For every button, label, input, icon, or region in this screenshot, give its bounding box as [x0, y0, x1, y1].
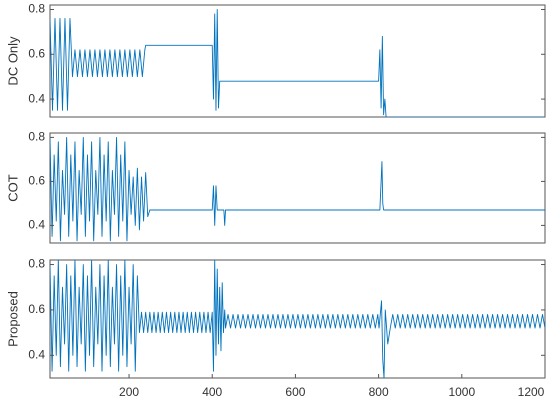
- x-tick-label: 1000: [448, 385, 475, 399]
- subplot: 0.4 0.6 0.8 200 400 600 800 1000 1200 Proposed: [5, 257, 546, 399]
- y-tick-label: 0.8: [28, 2, 45, 16]
- y-tick-label: 0.6: [28, 174, 45, 188]
- y-axis-label: COT: [5, 174, 20, 202]
- x-tick-label: 200: [119, 385, 139, 399]
- x-tick-label: 400: [202, 385, 222, 399]
- y-tick-label: 0.8: [28, 257, 45, 271]
- y-tick-label: 0.4: [28, 91, 45, 105]
- data-line: [50, 9, 545, 117]
- plot-area: [50, 136, 545, 242]
- plot-area: [50, 9, 545, 117]
- y-tick-label: 0.8: [28, 130, 45, 144]
- plot-area: [50, 260, 545, 378]
- subplot: 0.4 0.6 0.8 COT: [5, 130, 546, 244]
- y-axis-label: DC Only: [5, 36, 20, 86]
- plot-frame: [49, 4, 546, 118]
- y-tick-label: 0.4: [28, 347, 45, 361]
- y-axis-label: Proposed: [5, 291, 20, 347]
- x-tick-label: 600: [285, 385, 305, 399]
- y-tick-label: 0.6: [28, 302, 45, 316]
- x-tick-label: 1200: [518, 385, 545, 399]
- data-line: [50, 136, 545, 242]
- subplot: 0.4 0.6 0.8 DC Only: [5, 2, 546, 118]
- x-tick-label: 800: [369, 385, 389, 399]
- y-tick-label: 0.6: [28, 46, 45, 60]
- data-line: [50, 260, 545, 378]
- y-tick-label: 0.4: [28, 218, 45, 232]
